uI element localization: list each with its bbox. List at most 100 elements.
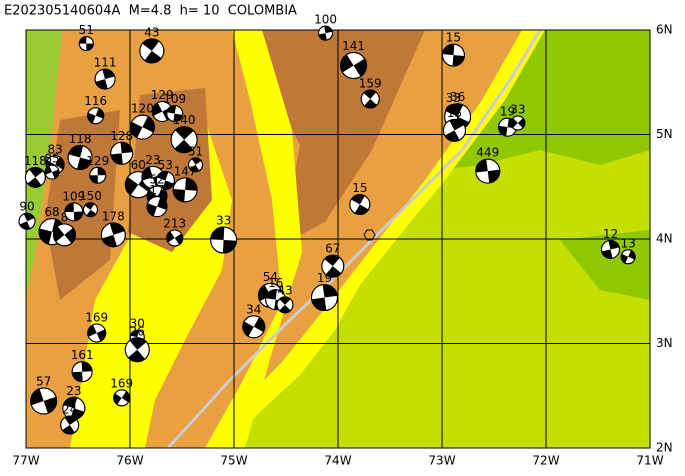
beachball-outline [172,177,198,203]
depth-label: 19 [500,105,515,119]
focal-mechanism [441,43,465,67]
compressional-quadrant [64,202,83,221]
beachball-outline [52,223,76,247]
depth-label: 23 [145,153,160,167]
compressional-quadrant [173,177,198,202]
beachball-outline [87,107,105,125]
compressional-quadrant [621,250,636,264]
y-tick-label: 6N [656,23,673,37]
focal-mechanism [318,25,334,41]
depth-label: 13 [621,236,636,250]
focal-mechanism [146,196,168,218]
focal-mechanisms: 51 43111116141151591001201291091401288385… [18,13,636,435]
depth-label: 8 [61,210,69,224]
depth-label: 43 [277,283,292,297]
depth-label: 43 [144,25,159,39]
depth-label: 23 [66,384,81,398]
depth-label: 36 [450,90,465,104]
depth-label: 51 [188,144,203,158]
compressional-quadrant [68,145,92,170]
beachball-outline [442,118,466,142]
focal-mechanism [89,166,107,184]
depth-label: 128 [110,129,133,143]
depth-label: 90 [19,200,34,214]
depth-label: 118 [24,154,47,168]
compressional-quadrant [442,44,465,67]
focal-mechanism [129,114,155,140]
beachball-outline [600,239,620,259]
compressional-quadrant [19,213,35,230]
depth-label: 147 [174,164,197,178]
depth-label: 83 [47,142,62,156]
focal-mechanism [321,254,345,278]
depth-label: 100 [314,13,337,27]
beachball-outline [94,68,116,90]
depth-label: 169 [85,311,108,325]
compressional-quadrant [324,255,342,278]
focal-mechanism [475,158,501,184]
beachball-outline [89,166,107,184]
map-frame [25,29,651,449]
focal-mechanism [620,249,636,265]
x-tick-label: 75W [220,454,247,468]
depth-label: 24 [62,403,77,417]
focal-mechanism [188,157,204,173]
focal-mechanism [360,89,380,109]
beachball-outline [87,323,107,343]
focal-mechanism [82,202,98,218]
compressional-quadrant [27,167,44,188]
beachball-outline [318,25,334,41]
depth-label: 57 [36,374,51,388]
x-tick-label: 76W [116,454,143,468]
focal-mechanism [340,52,368,80]
beachball-outline [146,196,168,218]
beachball-outline [510,115,526,131]
beachball-outline [129,114,155,140]
focal-mechanism [600,239,620,259]
compressional-quadrant [79,36,94,51]
compressional-quadrant [444,119,465,142]
compressional-quadrant [156,171,174,190]
focal-mechanism [87,323,107,343]
depth-label: 52 [149,173,164,187]
compressional-quadrant [72,361,93,382]
compressional-quadrant [311,284,338,311]
y-tick-label: 4N [656,232,673,246]
depth-label: 17 [149,183,164,197]
focal-mechanism [210,226,238,254]
focal-mechanism [124,337,150,363]
focal-mechanism [78,36,94,52]
depth-label: 85 [44,152,59,166]
x-tick-label: 74W [324,454,351,468]
beachball-outline [30,387,58,415]
beachball-outline [139,38,165,64]
compressional-quadrant [113,391,130,405]
beachball-outline [166,229,184,247]
compressional-quadrant [475,159,500,183]
compressional-quadrant [363,89,377,108]
compressional-quadrant [30,388,57,414]
focal-mechanism [60,415,80,435]
depth-label: 161 [71,348,94,362]
depth-label: 68 [44,205,59,219]
depth-label: 33 [510,103,525,117]
focal-mechanism [276,296,294,314]
depth-label: 34 [246,302,261,316]
compressional-quadrant [63,397,85,420]
beachball-outline [110,141,134,165]
compressional-quadrant [110,142,133,165]
x-tick-label: 71W [636,454,663,468]
focal-mechanism [113,389,131,407]
beachball-outline [310,284,338,312]
beachball-outline [100,222,126,248]
depth-label: 12 [603,227,618,241]
compressional-quadrant [130,116,155,138]
beachball-outline [44,164,60,180]
beachball-outline [78,36,94,52]
compressional-quadrant [147,197,168,217]
compressional-quadrant [166,231,183,245]
compressional-quadrant [45,165,59,179]
depth-label: 30 [130,317,145,331]
focal-mechanism [87,107,105,125]
depth-label: 141 [342,39,365,53]
